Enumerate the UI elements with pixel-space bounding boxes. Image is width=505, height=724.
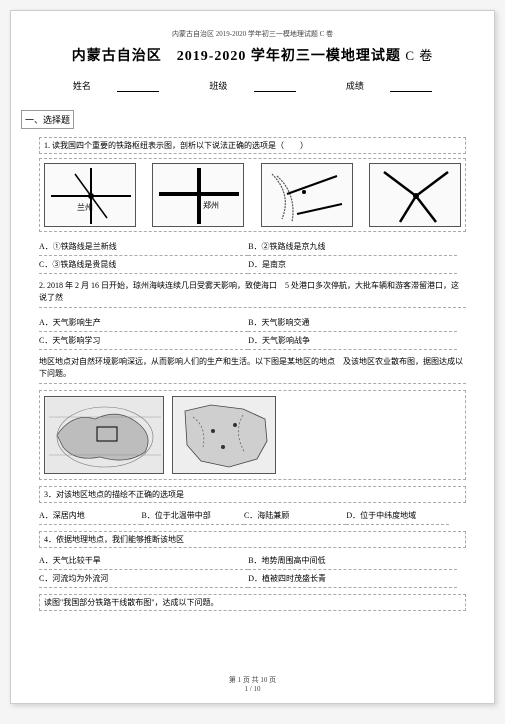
meta-class-label: 班级 (209, 81, 227, 91)
svg-text:郑州: 郑州 (203, 200, 219, 210)
q3-opt-a[interactable]: A．深居内地 (39, 507, 141, 525)
map-3 (261, 163, 353, 227)
meta-score: 成绩 (334, 81, 444, 91)
q4-options: A．天气比较干旱 B．地势周围高中间低 C．河流均为外流河 D．植被四时茂盛长青 (39, 552, 466, 588)
map-3-svg (262, 164, 354, 228)
footer-page-count: 第 1 页 共 10 页 (11, 675, 494, 685)
exam-page: 内蒙古自治区 2019-2020 学年初三一模地理试题 C 卷 内蒙古自治区 2… (10, 10, 495, 704)
meta-name-label: 姓名 (73, 81, 91, 91)
q2-opt-a[interactable]: A．天气影响生产 (39, 314, 248, 332)
q4-opt-a[interactable]: A．天气比较干旱 (39, 552, 248, 570)
q1-opt-d[interactable]: D．是南京 (248, 256, 457, 274)
title-suffix: C 卷 (405, 48, 433, 63)
meta-score-label: 成绩 (346, 81, 364, 91)
figure-world-svg (45, 397, 164, 474)
exam-title: 内蒙古自治区 2019-2020 学年初三一模地理试题 C 卷 (39, 45, 466, 65)
figure-world (44, 396, 164, 474)
q3-figures (39, 390, 466, 480)
q1-opt-c[interactable]: C．③铁路线是贵昆线 (39, 256, 248, 274)
map-2-svg: 郑州 (153, 164, 245, 228)
meta-name: 姓名 (61, 81, 171, 91)
title-main: 内蒙古自治区 2019-2020 学年初三一模地理试题 (72, 49, 401, 64)
q3-intro: 地区地点对自然环境影响深远，从而影响人们的生产和生活。以下图是某地区的地点 及该… (39, 356, 466, 384)
svg-text:兰州: 兰州 (77, 202, 93, 212)
figure-region-svg (173, 397, 276, 474)
railway-maps: 兰州 郑州 (39, 158, 466, 232)
q2-opt-b[interactable]: B．天气影响交通 (248, 314, 457, 332)
name-blank[interactable] (117, 82, 159, 92)
map-1: 兰州 (44, 163, 136, 227)
q1-opt-b[interactable]: B．②铁路线是京九线 (248, 238, 457, 256)
q1-options: A．①铁路线是兰新线 B．②铁路线是京九线 C．③铁路线是贵昆线 D．是南京 (39, 238, 466, 274)
q2-opt-d[interactable]: D．天气影响战争 (248, 332, 457, 350)
q2-stem: 2. 2018 年 2 月 16 日开始，琼州海峡连续几日受雾天影响，致使海口 … (39, 280, 466, 308)
footer-fraction: 1 / 10 (11, 685, 494, 693)
map-1-svg: 兰州 (45, 164, 137, 228)
q4-opt-d[interactable]: D．植被四时茂盛长青 (248, 570, 457, 588)
q1-opt-a[interactable]: A．①铁路线是兰新线 (39, 238, 248, 256)
map-2: 郑州 (152, 163, 244, 227)
q3-opt-c[interactable]: C．海陆兼顾 (244, 507, 346, 525)
meta-class: 班级 (197, 81, 307, 91)
section-heading: 一、选择题 (21, 110, 74, 129)
q3-opt-b[interactable]: B．位于北温带中部 (141, 507, 243, 525)
q2-options: A．天气影响生产 B．天气影响交通 C．天气影响学习 D．天气影响战争 (39, 314, 466, 350)
map-4 (369, 163, 461, 227)
class-blank[interactable] (254, 82, 296, 92)
q4-stem: 4．依据地理地点，我们能够推断该地区 (39, 531, 466, 548)
q4-opt-c[interactable]: C．河流均为外流河 (39, 570, 248, 588)
map-4-svg (370, 164, 462, 228)
student-meta: 姓名 班级 成绩 (39, 79, 466, 92)
figure-region (172, 396, 276, 474)
q2-opt-c[interactable]: C．天气影响学习 (39, 332, 248, 350)
q3-opt-d[interactable]: D．位于中纬度地域 (346, 507, 448, 525)
page-header: 内蒙古自治区 2019-2020 学年初三一模地理试题 C 卷 (39, 29, 466, 39)
q1-stem: 1. 读我国四个重要的铁路枢纽表示图，剖析以下说法正确的选项是（ ） (39, 137, 466, 154)
score-blank[interactable] (390, 82, 432, 92)
q5-intro: 读图"我国部分铁路干线散布图"，达成以下问题。 (39, 594, 466, 611)
q3-stem: 3．对该地区地点的描绘不正确的选项是 (39, 486, 466, 503)
q3-options: A．深居内地 B．位于北温带中部 C．海陆兼顾 D．位于中纬度地域 (39, 507, 466, 525)
q4-opt-b[interactable]: B．地势周围高中间低 (248, 552, 457, 570)
page-footer: 第 1 页 共 10 页 1 / 10 (11, 675, 494, 693)
